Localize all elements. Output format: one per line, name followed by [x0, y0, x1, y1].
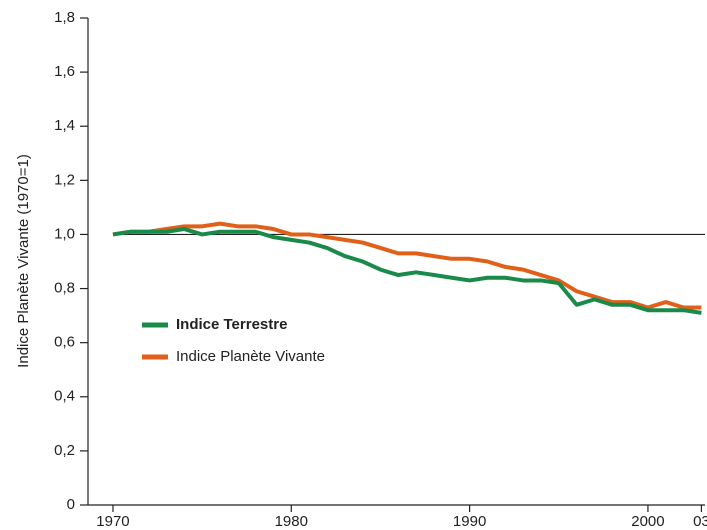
- y-tick-label: 0,6: [54, 334, 75, 351]
- series-line: [112, 221, 702, 310]
- x-tick-label: 03: [693, 513, 707, 530]
- y-tick-label: 0,8: [54, 280, 75, 297]
- y-tick-label: 0: [67, 496, 75, 513]
- y-tick-label: 0,4: [54, 388, 75, 405]
- legend-label: Indice Planète Vivante: [176, 348, 325, 365]
- y-tick-label: 1,4: [54, 117, 75, 134]
- x-tick-label: 1980: [275, 513, 308, 530]
- y-axis-label: Indice Planète Vivante (1970=1): [15, 154, 32, 368]
- y-tick-label: 1,6: [54, 63, 75, 80]
- x-tick-label: 1990: [453, 513, 486, 530]
- series-line: [112, 227, 702, 315]
- x-tick-label: 2000: [631, 513, 664, 530]
- legend-label: Indice Terrestre: [176, 316, 287, 333]
- y-tick-label: 0,2: [54, 442, 75, 459]
- y-tick-label: 1,2: [54, 171, 75, 188]
- y-tick-label: 1,8: [54, 9, 75, 26]
- y-tick-label: 1,0: [54, 225, 75, 242]
- x-tick-label: 1970: [96, 513, 129, 530]
